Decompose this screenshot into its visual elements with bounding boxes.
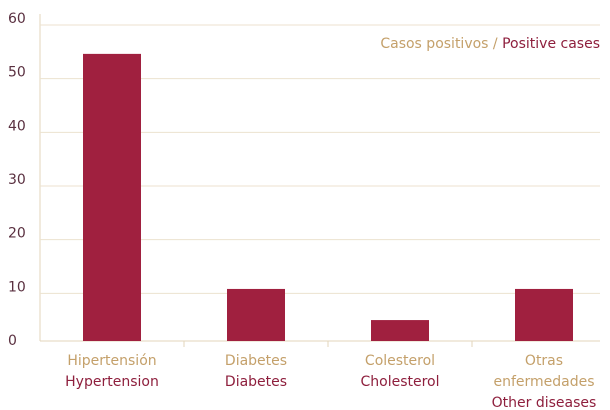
category-es: Diabetes [224,353,288,369]
category-es: Hipertensión [67,353,157,369]
y-tick-label: 50 [8,65,26,81]
y-tick-label: 60 [8,11,26,27]
category-es: Colesterol [364,353,436,369]
x-tick-label: Otras enfermedades Other diseases [474,351,610,410]
x-tick-label: Hipertensión Hypertension [42,351,182,393]
separator: / [492,36,498,52]
category-en: Diabetes [224,374,288,390]
category-en: Other diseases [491,395,597,410]
legend-label: Casos positivos [380,36,489,52]
legend-label: Positive cases [502,36,600,52]
bar [227,288,285,341]
bar [371,320,429,341]
y-tick-label: 0 [8,333,17,349]
bar [83,53,141,342]
y-tick-label: 20 [8,226,26,242]
y-tick-label: 30 [8,172,26,188]
category-en: Hypertension [65,374,159,390]
y-tick-label: 40 [8,118,26,134]
bar [515,288,573,341]
y-tick-label: 10 [8,279,26,295]
category-en: Cholesterol [360,374,440,390]
x-tick-label: Diabetes Diabetes [186,351,326,393]
x-tick-label: Colesterol Cholesterol [330,351,470,393]
category-es: Otras enfermedades [493,353,595,390]
legend: Casos positivos / Positive cases [380,36,600,52]
